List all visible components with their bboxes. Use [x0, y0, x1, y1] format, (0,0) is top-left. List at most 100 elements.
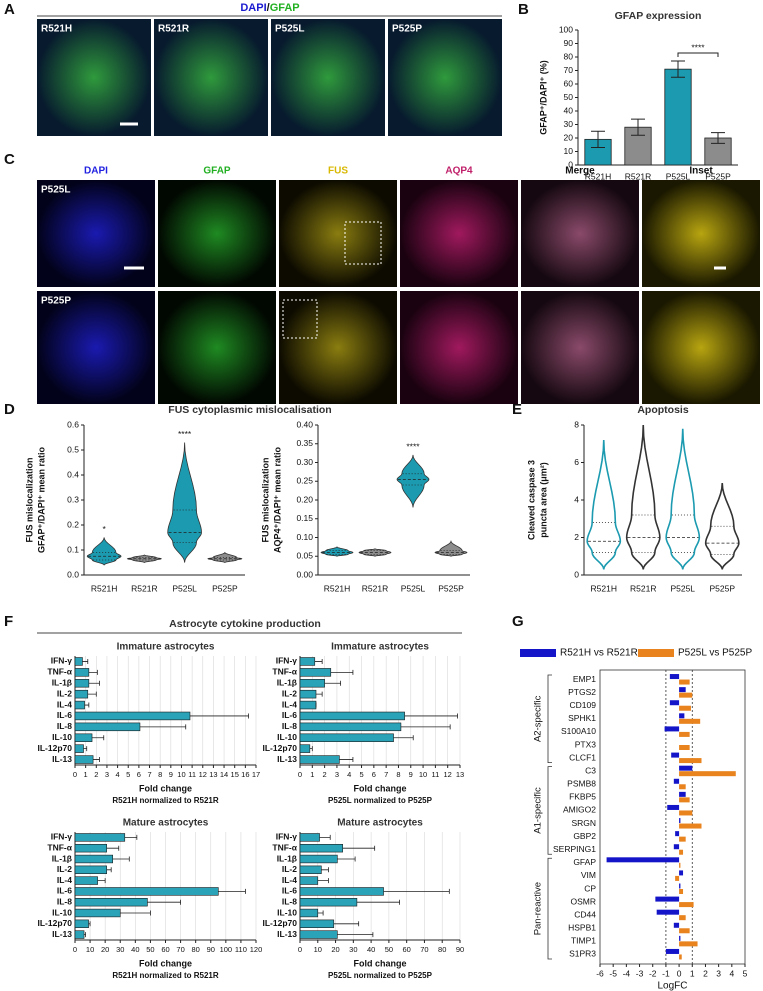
bar: [74, 876, 98, 885]
error-bar: [84, 702, 90, 708]
x-tick-label: 7: [384, 770, 388, 779]
row-label: P525L: [41, 185, 70, 196]
y-tick-label: IFN-γ: [51, 656, 73, 666]
y-tick-label: SRGN: [571, 818, 596, 828]
bar: [679, 687, 686, 693]
bar: [299, 744, 311, 753]
x-tick-label: -4: [623, 968, 631, 978]
x-tick-label: 3: [105, 770, 109, 779]
bar: [679, 935, 681, 941]
bar: [299, 689, 317, 699]
y-tick-label: IL-10: [52, 907, 72, 917]
bar: [74, 844, 107, 853]
bar: [74, 722, 141, 732]
micrograph: [271, 19, 385, 136]
bar: [679, 902, 694, 908]
y-axis-label: Cleaved caspase 3: [526, 460, 536, 540]
x-tick-label: 5: [743, 968, 748, 978]
y-axis-label: puncta area (μm²): [538, 462, 548, 538]
error-bar: [218, 888, 246, 894]
x-tick-label: 4: [729, 968, 734, 978]
image-label: R521R: [158, 24, 190, 35]
bar: [74, 733, 93, 742]
y-tick-label: TIMP1: [571, 936, 596, 946]
bar: [74, 854, 114, 864]
x-tick-label: 12: [199, 770, 207, 779]
bar: [679, 791, 686, 797]
x-tick-label: 80: [191, 945, 199, 954]
x-axis-subtitle: P525L normalized to P525P: [328, 971, 433, 980]
micrograph: [400, 291, 518, 404]
y-tick-label: 20: [564, 132, 574, 142]
y-tick-label: 0.0: [67, 569, 79, 579]
group-bracket: [547, 766, 552, 855]
y-tick-label: IL-12p70: [263, 918, 298, 928]
y-tick-label: AMIGO2: [563, 805, 596, 815]
plot-frame: [599, 669, 746, 965]
violin: [665, 428, 701, 570]
x-tick-label: R521H: [585, 171, 611, 181]
y-tick-label: IL-6: [57, 710, 72, 720]
x-tick-label: 50: [146, 945, 154, 954]
x-tick-label: 9: [409, 770, 413, 779]
error-bar: [330, 669, 354, 675]
y-tick-label: IL-13: [277, 754, 297, 764]
y-tick-label: IL-13: [52, 929, 72, 939]
y-tick-label: 0.35: [296, 438, 313, 448]
x-tick-label: 120: [250, 945, 263, 954]
y-tick-label: IL-1β: [277, 853, 297, 863]
bar: [679, 758, 702, 764]
x-tick-label: 50: [385, 945, 393, 954]
bar: [669, 674, 680, 680]
bar: [679, 797, 690, 803]
y-axis-label: FUS mislocalization: [24, 457, 34, 542]
y-tick-label: CP: [584, 883, 596, 893]
bar: [679, 771, 736, 777]
bar: [74, 930, 85, 939]
micrograph: [642, 291, 760, 404]
y-tick-label: 60: [564, 78, 574, 88]
chart-title: Immature astrocytes: [331, 642, 429, 653]
error-bar: [83, 746, 88, 752]
error-bar: [393, 735, 414, 741]
y-tick-label: IL-1β: [52, 853, 72, 863]
x-tick-label: 40: [367, 945, 375, 954]
title-part: DAPI: [240, 2, 266, 14]
error-bar: [319, 834, 331, 840]
y-tick-label: TNF-α: [47, 842, 72, 852]
y-tick-label: IFN-γ: [51, 832, 73, 842]
x-tick-label: 8: [158, 770, 162, 779]
row-label: P525P: [41, 296, 71, 307]
y-tick-label: 0.25: [296, 476, 313, 486]
micrograph: [642, 180, 760, 287]
bar: [679, 836, 686, 842]
y-tick-label: IL-1β: [277, 678, 297, 688]
panel-label: F: [4, 613, 13, 630]
bar: [679, 713, 685, 719]
error-bar: [631, 118, 645, 136]
x-tick-label: 0: [73, 770, 77, 779]
bar: [679, 954, 682, 960]
violin: [86, 537, 122, 566]
y-tick-label: 70: [564, 65, 574, 75]
panel-label: G: [512, 613, 524, 630]
bar: [655, 896, 680, 902]
legend-swatch: [638, 649, 674, 657]
y-tick-label: 0.5: [67, 444, 79, 454]
x-tick-label: 0: [298, 770, 302, 779]
column-header: DAPI: [84, 166, 108, 177]
y-tick-label: 0.20: [296, 494, 313, 504]
bar: [299, 711, 405, 721]
y-tick-label: IL-4: [282, 699, 297, 709]
group-label: A1-specific: [533, 787, 544, 834]
micrograph: [521, 291, 639, 404]
bar: [299, 733, 394, 742]
x-tick-label: 9: [169, 770, 173, 779]
micrograph: [37, 291, 155, 404]
panel-f-title: Astrocyte cytokine production: [169, 618, 321, 630]
y-tick-label: IL-13: [52, 754, 72, 764]
y-tick-label: 0.2: [67, 519, 79, 529]
x-tick-label: 70: [176, 945, 184, 954]
error-bar: [92, 735, 105, 741]
